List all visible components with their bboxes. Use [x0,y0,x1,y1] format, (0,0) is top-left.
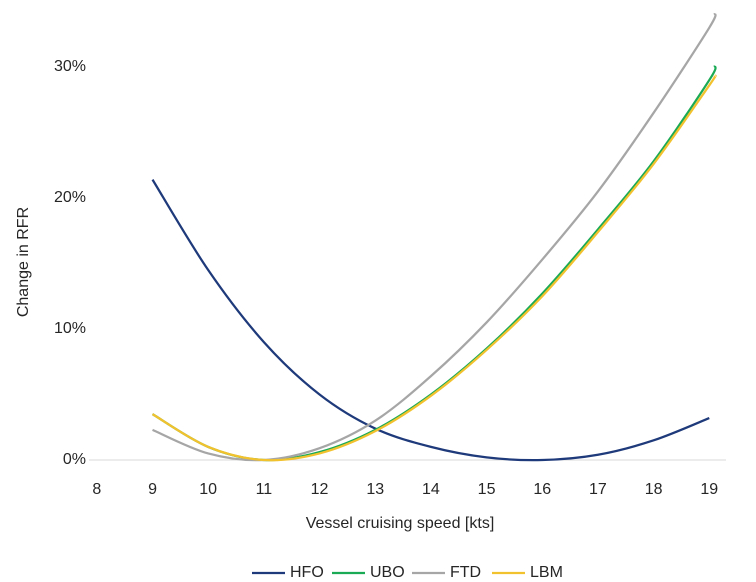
x-tick-label: 14 [422,481,440,498]
legend-label: HFO [290,564,324,581]
series-line [151,65,717,462]
x-tick-label: 12 [311,481,329,498]
series-line [151,179,710,462]
legend-label: LBM [530,564,563,581]
y-tick-label: 30% [54,58,86,75]
y-tick-label: 10% [54,320,86,337]
y-axis-title: Change in RFR [15,207,32,317]
x-tick-label: 19 [700,481,718,498]
x-tick-label: 15 [478,481,496,498]
y-tick-label: 20% [54,189,86,206]
x-tick-label: 13 [366,481,384,498]
legend-label: FTD [450,564,481,581]
y-tick-label: 0% [63,451,86,468]
series-line [151,74,717,462]
x-axis-title: Vessel cruising speed [kts] [306,515,495,532]
legend-label: UBO [370,564,405,581]
x-tick-label: 8 [92,481,101,498]
x-tick-label: 17 [589,481,607,498]
x-tick-label: 11 [256,481,273,498]
x-tick-label: 9 [148,481,157,498]
x-tick-label: 16 [533,481,551,498]
x-tick-label: 10 [199,481,217,498]
x-tick-label: 18 [645,481,663,498]
